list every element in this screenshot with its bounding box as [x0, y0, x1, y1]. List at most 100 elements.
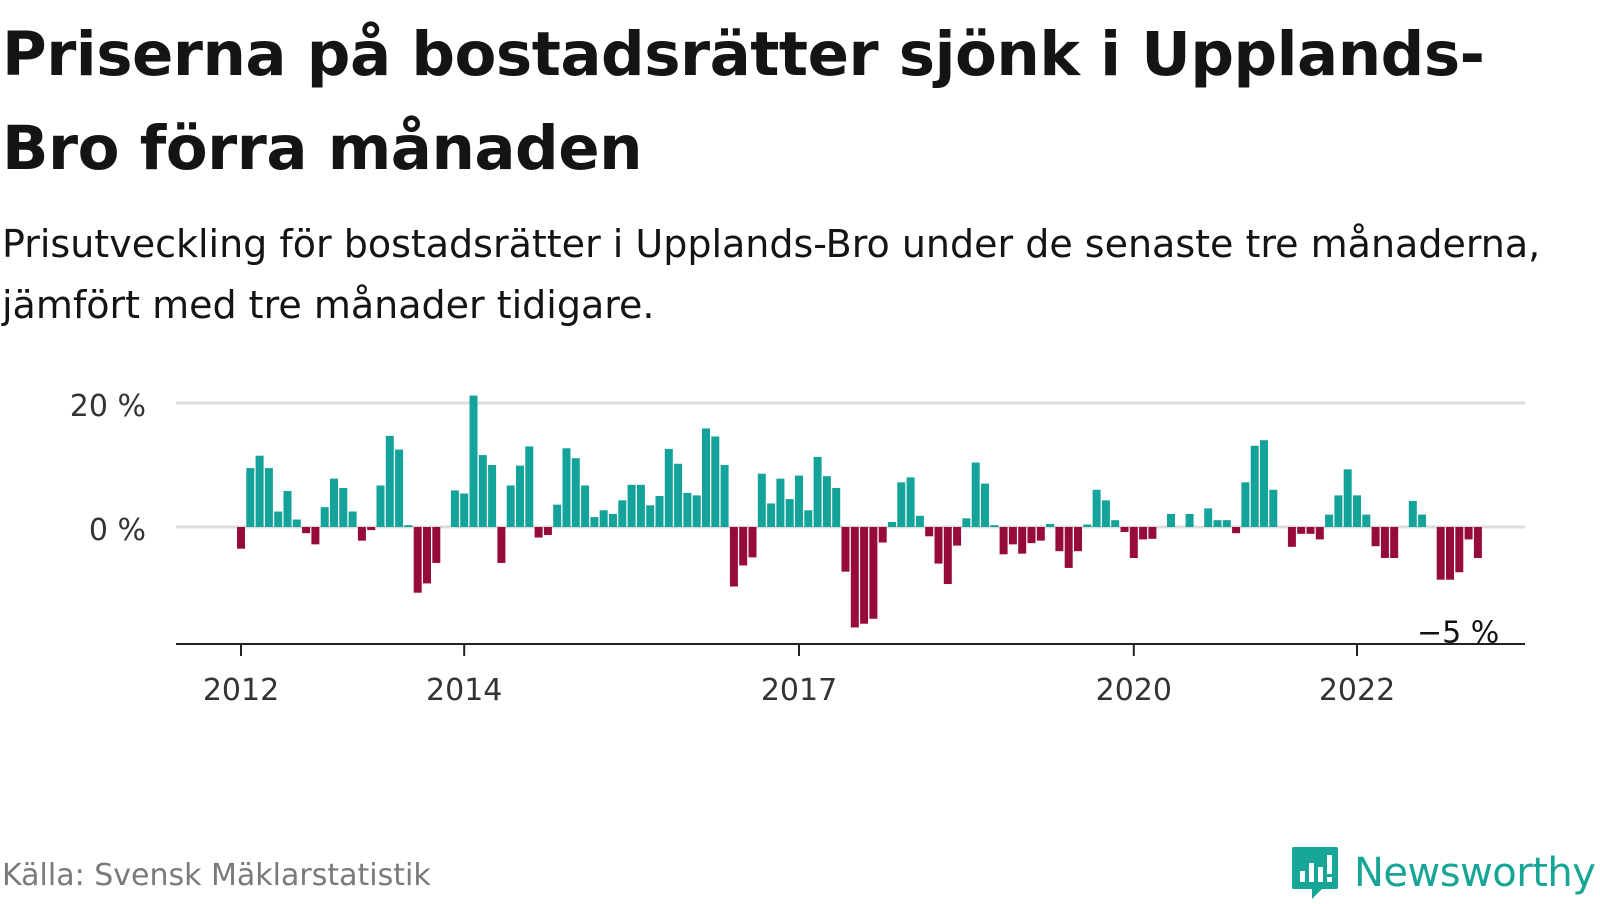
bar: [283, 491, 292, 527]
bar: [646, 505, 655, 527]
bar: [1185, 513, 1194, 527]
bar: [971, 462, 980, 527]
bar: [832, 487, 841, 527]
bar: [1027, 527, 1036, 544]
bar: [320, 507, 329, 527]
bar: [1120, 527, 1129, 532]
bar: [813, 456, 822, 527]
bar: [562, 448, 571, 527]
bar: [543, 527, 552, 536]
bar: [981, 483, 989, 527]
latest-value-label: −5 %: [1417, 615, 1499, 650]
bar: [1418, 514, 1427, 527]
bar: [860, 527, 869, 624]
bar: [609, 513, 617, 527]
bar: [785, 499, 794, 527]
bar: [636, 484, 645, 527]
bar: [822, 476, 831, 527]
source-note: Källa: Svensk Mäklarstatistik: [2, 858, 431, 893]
bar: [692, 495, 701, 527]
bar: [1008, 527, 1017, 545]
bar: [683, 492, 692, 527]
bar: [571, 458, 580, 527]
bar: [925, 527, 934, 537]
x-tick-label: 2017: [761, 673, 837, 708]
bar: [655, 496, 664, 527]
bar: [1446, 527, 1454, 580]
bar: [990, 525, 999, 527]
bar: [999, 527, 1008, 555]
bar: [1111, 520, 1120, 527]
bar: [1306, 527, 1315, 534]
bar: [841, 527, 850, 572]
bar: [795, 475, 803, 527]
bar: [1436, 527, 1445, 580]
bar: [1204, 508, 1213, 527]
bar: [1269, 489, 1278, 527]
bar: [1167, 513, 1175, 527]
newsworthy-logo[interactable]: Newsworthy: [1290, 842, 1596, 904]
bar: [1074, 527, 1082, 552]
bar: [599, 510, 608, 527]
bar: [1362, 514, 1371, 527]
bar: [748, 527, 757, 558]
bar: [1139, 527, 1148, 540]
bar: [1036, 527, 1045, 541]
bar: [804, 510, 813, 527]
bar: [1092, 489, 1101, 527]
bar: [943, 527, 952, 585]
bars-layer: [237, 395, 1482, 628]
bar: [1353, 495, 1361, 527]
bar: [888, 522, 896, 527]
bar: [237, 527, 245, 549]
bar: [1380, 527, 1389, 558]
bar: [1129, 527, 1138, 558]
bar: [1315, 527, 1324, 540]
bar: [516, 465, 524, 527]
bar: [1250, 445, 1259, 527]
bar: [1473, 527, 1482, 558]
bar: [292, 519, 301, 527]
bar: [1334, 495, 1343, 527]
bar: [478, 455, 487, 527]
bar: [1408, 500, 1417, 527]
bar: [627, 484, 636, 527]
bar: [934, 527, 943, 564]
bar: [1390, 527, 1399, 558]
bar: [525, 446, 534, 527]
bar: [962, 518, 971, 527]
bar: [395, 449, 404, 527]
bar: [776, 478, 785, 527]
bar: [1232, 527, 1241, 534]
bar: [664, 448, 673, 527]
bar: [1260, 440, 1268, 527]
bar: [1371, 527, 1380, 547]
brand-name: Newsworthy: [1354, 850, 1596, 896]
bar: [1055, 527, 1064, 552]
bar: [1297, 527, 1306, 534]
chart-subtitle: Prisutveckling för bostadsrätter i Uppla…: [2, 222, 1541, 327]
bar: [339, 487, 348, 527]
newsworthy-logo-icon: [1292, 847, 1338, 899]
bar: [534, 527, 543, 538]
bar: [553, 504, 562, 527]
bar: [348, 511, 357, 527]
bar: [246, 468, 255, 527]
bar: [739, 527, 748, 566]
bar: [906, 477, 915, 527]
bar: [1148, 527, 1157, 539]
bar: [1455, 527, 1464, 573]
bar: [1287, 527, 1296, 547]
bar: [423, 527, 431, 584]
bar: [850, 527, 859, 628]
bar: [953, 527, 962, 546]
bar: [385, 435, 394, 527]
bar: [757, 473, 766, 527]
bar: [1046, 523, 1055, 527]
bar: [413, 527, 422, 593]
x-axis: [176, 643, 1525, 656]
bar: [1213, 520, 1222, 527]
bar: [1101, 500, 1110, 527]
bar: [1343, 469, 1352, 527]
bar: [357, 527, 366, 541]
